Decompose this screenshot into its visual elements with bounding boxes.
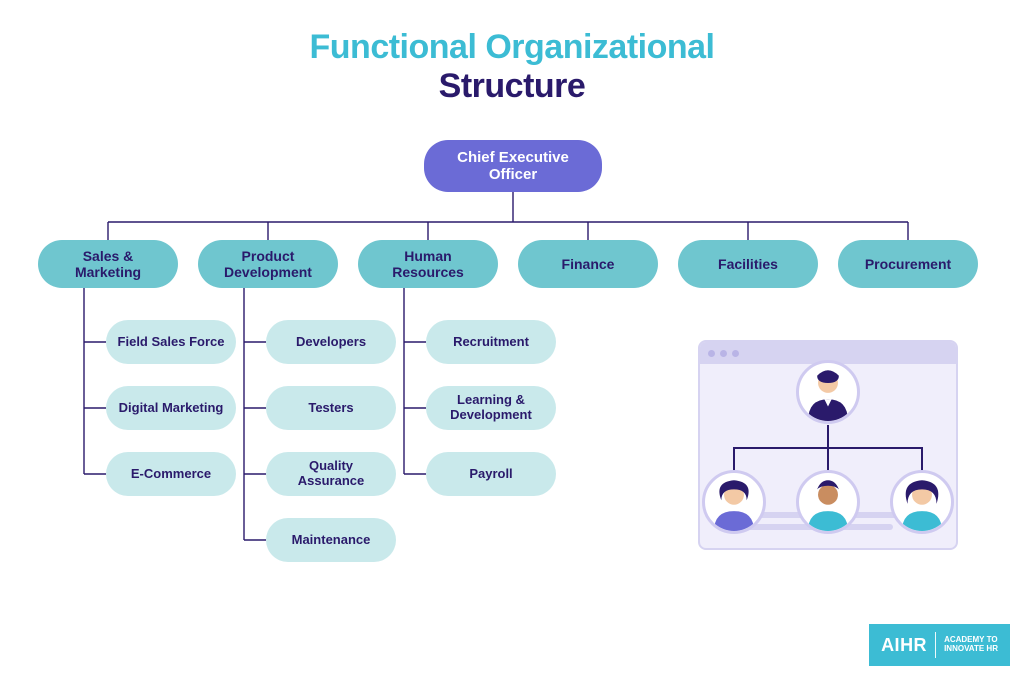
org-dept-sales: Sales & Marketing <box>38 240 178 288</box>
org-sub-product-0: Developers <box>266 320 396 364</box>
brand-divider <box>935 632 936 658</box>
avatar-left <box>702 470 766 534</box>
brand-logo-text: AIHR <box>881 635 927 656</box>
title-line-2: Structure <box>0 67 1024 106</box>
org-dept-finance: Finance <box>518 240 658 288</box>
brand-tagline: ACADEMY TOINNOVATE HR <box>944 636 998 654</box>
org-dept-proc: Procurement <box>838 240 978 288</box>
org-sub-product-1: Testers <box>266 386 396 430</box>
org-root: Chief Executive Officer <box>424 140 602 192</box>
org-sub-sales-0: Field Sales Force <box>106 320 236 364</box>
org-sub-sales-2: E-Commerce <box>106 452 236 496</box>
title-line-1: Functional Organizational <box>0 28 1024 67</box>
org-sub-hr-1: Learning & Development <box>426 386 556 430</box>
org-dept-product: Product Development <box>198 240 338 288</box>
org-sub-sales-1: Digital Marketing <box>106 386 236 430</box>
org-dept-hr: Human Resources <box>358 240 498 288</box>
avatar-mid <box>796 470 860 534</box>
org-sub-hr-2: Payroll <box>426 452 556 496</box>
avatar-right <box>890 470 954 534</box>
org-sub-hr-0: Recruitment <box>426 320 556 364</box>
org-sub-product-2: Quality Assurance <box>266 452 396 496</box>
page-title: Functional Organizational Structure <box>0 0 1024 106</box>
brand-badge: AIHR ACADEMY TOINNOVATE HR <box>869 624 1010 666</box>
org-dept-fac: Facilities <box>678 240 818 288</box>
org-chart-illustration <box>688 330 968 560</box>
avatar-top <box>796 360 860 424</box>
org-sub-product-3: Maintenance <box>266 518 396 562</box>
